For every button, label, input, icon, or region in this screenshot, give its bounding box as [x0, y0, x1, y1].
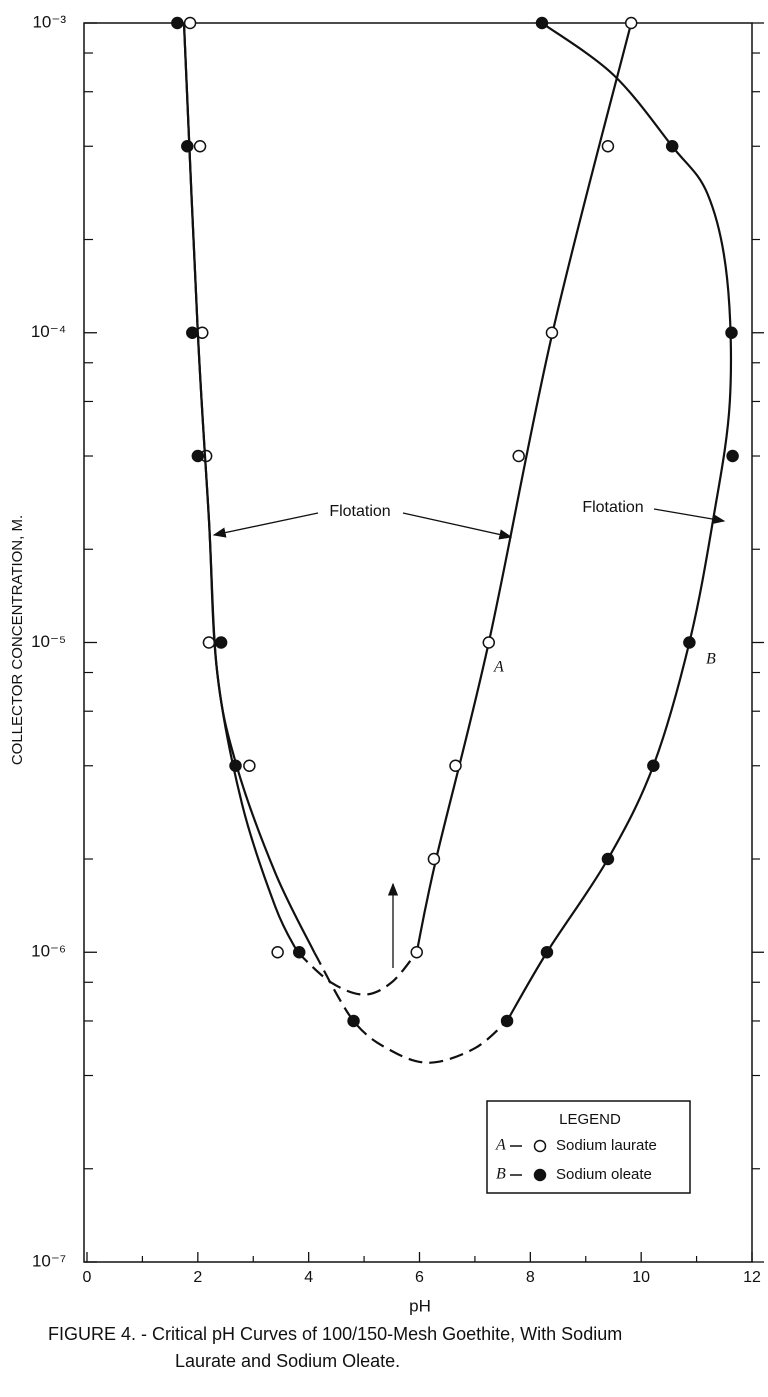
data-point: [229, 759, 242, 773]
data-point: [449, 759, 462, 773]
x-axis-label: pH: [409, 1296, 431, 1315]
data-point: [186, 326, 199, 339]
legend-label: A: [495, 1137, 506, 1154]
data-point: [193, 140, 207, 153]
y-tick-label: 10⁻⁵: [31, 632, 66, 651]
legend-entry: Sodium laurate: [556, 1137, 657, 1154]
data-point: [171, 16, 184, 30]
x-tick-label: 12: [743, 1269, 761, 1286]
x-tick-label: 0: [83, 1269, 92, 1286]
curve-label: A: [493, 659, 504, 676]
data-point: [624, 16, 638, 30]
data-point: [725, 326, 738, 339]
caption-line: FIGURE 4. - Critical pH Curves of 100/15…: [48, 1324, 622, 1344]
x-tick-label: 8: [526, 1269, 535, 1286]
data-point: [540, 946, 554, 959]
x-tick-label: 6: [415, 1269, 424, 1286]
data-point: [601, 140, 615, 153]
plot-frame: [83, 22, 753, 1263]
data-point: [183, 16, 197, 30]
annotation: Flotation: [329, 503, 390, 520]
data-point: [271, 946, 284, 959]
data-point: [545, 326, 559, 339]
data-point: [482, 636, 496, 649]
data-point: [191, 449, 205, 463]
data-point: [665, 140, 679, 153]
data-point: [347, 1014, 360, 1028]
data-point: [410, 946, 423, 959]
y-tick-label: 10⁻⁶: [31, 942, 66, 961]
data-point: [500, 1014, 514, 1028]
fit-curve: [313, 951, 508, 1064]
fit-curve: [415, 22, 633, 953]
fit-curve: [506, 22, 733, 1022]
y-tick-label: 10⁻³: [32, 12, 66, 31]
caption-line: Laurate and Sodium Oleate.: [175, 1351, 400, 1371]
x-tick-label: 10: [632, 1269, 650, 1286]
legend-title: LEGEND: [559, 1111, 621, 1128]
data-point: [647, 759, 660, 773]
data-point: [214, 636, 228, 649]
y-tick-label: 10⁻⁷: [32, 1251, 66, 1270]
data-point: [292, 946, 306, 959]
legend-entry: Sodium oleate: [556, 1166, 652, 1183]
fit-curve: [296, 951, 418, 996]
legend-box: [486, 1100, 691, 1194]
y-tick-label: 10⁻⁴: [31, 322, 66, 341]
fit-curve: [182, 22, 316, 953]
data-point: [512, 449, 525, 463]
data-point: [601, 852, 615, 866]
data-point: [427, 852, 441, 866]
data-point: [243, 759, 256, 773]
x-tick-label: 4: [304, 1269, 313, 1286]
legend-marker: [533, 1168, 547, 1182]
annotation-arrow: [402, 512, 513, 540]
fit-curve: [182, 22, 299, 953]
data-point: [181, 140, 194, 153]
data-point: [683, 636, 696, 649]
x-tick-label: 2: [193, 1269, 202, 1286]
annotation-arrow: [212, 512, 319, 538]
curve-label: B: [706, 651, 716, 668]
y-axis-label: COLLECTOR CONCENTRATION, M.: [9, 515, 26, 765]
data-point: [535, 16, 549, 30]
legend-marker: [533, 1139, 547, 1153]
legend-label: B: [496, 1166, 506, 1183]
annotation: Flotation: [582, 499, 643, 516]
data-point: [202, 636, 216, 649]
data-point: [726, 449, 739, 463]
